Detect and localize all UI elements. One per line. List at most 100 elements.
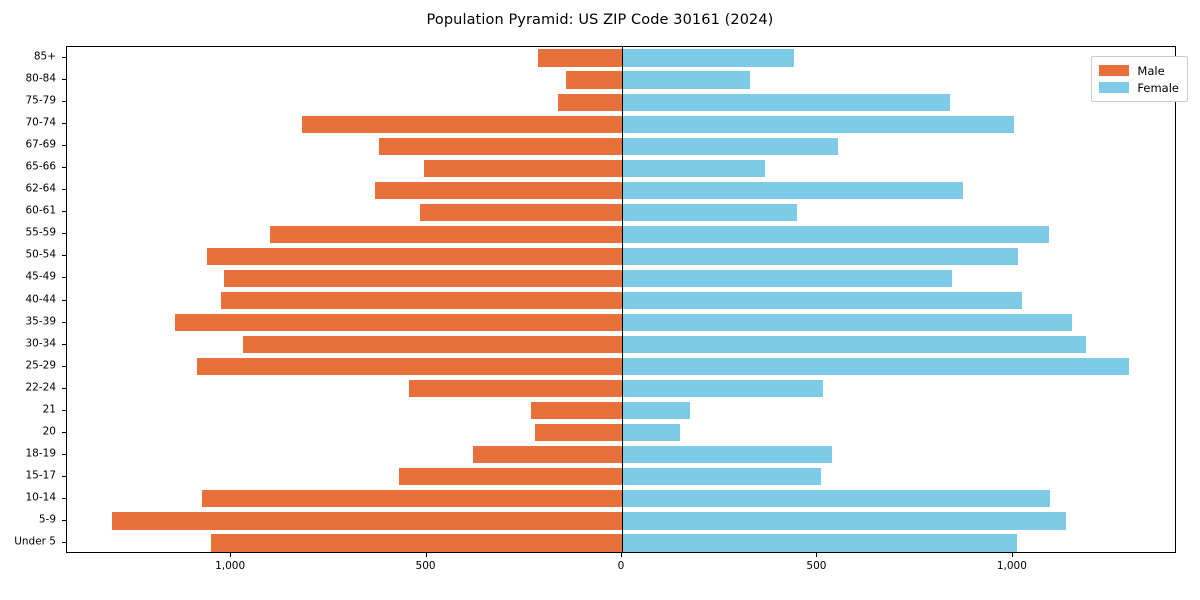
y-tick-mark bbox=[62, 475, 66, 477]
legend-swatch-icon bbox=[1099, 82, 1130, 93]
bar-row bbox=[67, 424, 1175, 442]
y-tick-mark bbox=[62, 431, 66, 433]
bar-female bbox=[622, 159, 765, 177]
y-tick-label: 10-14 bbox=[25, 491, 56, 504]
y-tick-mark bbox=[62, 211, 66, 213]
legend-item-male[interactable]: Male bbox=[1099, 62, 1179, 79]
y-tick-mark bbox=[62, 145, 66, 147]
y-tick-label: 65-66 bbox=[25, 160, 56, 173]
bar-row bbox=[67, 313, 1175, 332]
bar-male bbox=[242, 335, 622, 354]
bar-male bbox=[211, 534, 622, 552]
bar-female bbox=[622, 402, 690, 420]
x-tick-mark bbox=[230, 553, 232, 557]
bar-row bbox=[67, 181, 1175, 199]
y-tick-mark bbox=[62, 167, 66, 169]
bar-male bbox=[409, 380, 622, 398]
bar-row bbox=[67, 225, 1175, 243]
bar-male bbox=[398, 468, 622, 486]
y-tick-mark bbox=[62, 123, 66, 125]
bar-row bbox=[67, 402, 1175, 420]
y-tick-mark bbox=[62, 519, 66, 521]
bar-row bbox=[67, 49, 1175, 67]
bar-male bbox=[557, 93, 622, 111]
y-tick-mark bbox=[62, 321, 66, 323]
bar-male bbox=[419, 203, 622, 221]
y-tick-label: 70-74 bbox=[25, 116, 56, 129]
bar-female bbox=[622, 247, 1018, 265]
x-tick-label: 500 bbox=[415, 560, 436, 572]
y-tick-label: 62-64 bbox=[25, 182, 56, 195]
bar-male bbox=[423, 159, 622, 177]
y-tick-mark bbox=[62, 79, 66, 81]
bar-male bbox=[197, 358, 622, 376]
y-tick-label: 35-39 bbox=[25, 315, 56, 328]
plot-area bbox=[66, 46, 1176, 553]
y-axis: 85+ 80-84 75-79 70-74 67-69 65-66 62-64 60-61 55… bbox=[0, 46, 66, 553]
bar-female bbox=[622, 446, 833, 464]
y-tick-label: Under 5 bbox=[14, 535, 56, 548]
chart-legend: Male Female bbox=[1091, 56, 1188, 102]
bar-male bbox=[378, 137, 622, 155]
bar-row bbox=[67, 93, 1175, 111]
bar-male bbox=[207, 247, 622, 265]
bar-male bbox=[202, 490, 622, 508]
y-tick-mark bbox=[62, 255, 66, 257]
bar-male bbox=[535, 424, 622, 442]
bar-row bbox=[67, 71, 1175, 89]
y-tick-label: 45-49 bbox=[25, 270, 56, 283]
legend-label: Female bbox=[1137, 80, 1179, 95]
legend-swatch-icon bbox=[1099, 65, 1130, 76]
bar-male bbox=[537, 49, 622, 67]
bar-female bbox=[622, 424, 680, 442]
y-tick-label: 5-9 bbox=[38, 513, 56, 526]
bar-row bbox=[67, 137, 1175, 155]
y-tick-mark bbox=[62, 277, 66, 279]
y-tick-label: 30-34 bbox=[25, 337, 56, 350]
x-tick-mark bbox=[816, 553, 818, 557]
y-tick-label: 20 bbox=[42, 425, 56, 438]
bar-female bbox=[622, 269, 953, 288]
bar-male bbox=[175, 313, 622, 332]
bar-female bbox=[622, 181, 963, 199]
x-tick-label: 1,000 bbox=[215, 560, 246, 572]
bar-male bbox=[531, 402, 622, 420]
y-tick-mark bbox=[62, 233, 66, 235]
x-tick-label: 1,000 bbox=[996, 560, 1027, 572]
bar-female bbox=[622, 380, 823, 398]
x-axis: 1,000 500 0 500 1,000 bbox=[66, 553, 1176, 593]
y-tick-mark bbox=[62, 497, 66, 499]
bar-row bbox=[67, 534, 1175, 552]
zero-axis-line bbox=[622, 47, 623, 552]
bar-row bbox=[67, 358, 1175, 376]
x-tick-mark bbox=[621, 553, 622, 557]
y-tick-label: 67-69 bbox=[25, 138, 56, 151]
bar-row bbox=[67, 380, 1175, 398]
y-tick-label: 40-44 bbox=[25, 293, 56, 305]
y-tick-label: 80-84 bbox=[25, 72, 56, 85]
bar-female bbox=[622, 468, 821, 486]
bar-female bbox=[622, 291, 1022, 310]
bar-male bbox=[224, 269, 622, 288]
bar-row bbox=[67, 159, 1175, 177]
y-tick-label: 85+ bbox=[33, 50, 56, 63]
y-tick-mark bbox=[62, 299, 66, 301]
bar-row bbox=[67, 446, 1175, 464]
y-tick-label: 50-54 bbox=[25, 248, 56, 261]
y-tick-mark bbox=[62, 541, 66, 543]
y-tick-mark bbox=[62, 57, 66, 59]
x-tick-label: 500 bbox=[806, 560, 827, 572]
bar-row bbox=[67, 291, 1175, 310]
legend-item-female[interactable]: Female bbox=[1099, 79, 1179, 96]
bar-female bbox=[622, 313, 1072, 332]
bar-row bbox=[67, 115, 1175, 133]
y-tick-mark bbox=[62, 189, 66, 191]
bar-female bbox=[622, 512, 1066, 530]
bar-row bbox=[67, 490, 1175, 508]
bar-male bbox=[111, 512, 622, 530]
bar-row bbox=[67, 203, 1175, 221]
x-tick-mark bbox=[425, 553, 427, 557]
y-tick-label: 22-24 bbox=[25, 381, 56, 394]
y-tick-mark bbox=[62, 101, 66, 103]
